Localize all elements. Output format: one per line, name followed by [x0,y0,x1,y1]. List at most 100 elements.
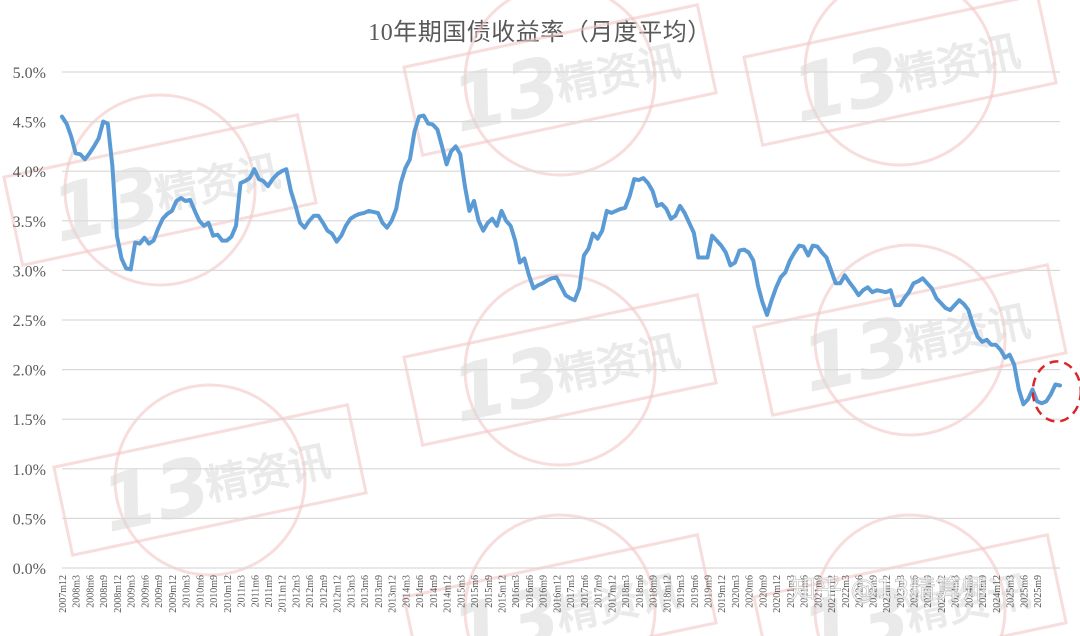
y-tick-label: 5.0% [13,65,46,82]
x-tick-label: 2013m3 [346,575,357,608]
x-tick-label: 2009m3 [127,575,138,608]
x-tick-label: 2016m12 [552,575,563,613]
x-tick-label: 2018m6 [635,575,646,608]
annotation-layer: 知乎 @13精算师 [790,360,1080,605]
y-axis-labels: 0.0% 0.5% 1.0% 1.5% 2.0% 2.5% 3.0% 3.5% 4.0% 4.5%… [13,65,46,578]
y-tick-label: 0.0% [13,561,46,578]
x-tick-label: 2020m6 [745,575,756,608]
x-tick-label: 2016m6 [525,575,536,608]
x-tick-label: 2008m6 [85,575,96,608]
y-tick-label: 1.0% [13,462,46,479]
x-tick-label: 2008m12 [113,575,124,613]
x-tick-label: 2010m9 [209,575,220,608]
x-tick-label: 2015m9 [484,575,495,608]
x-tick-label: 2024m6 [964,575,975,608]
x-tick-label: 2008m3 [72,575,83,608]
svg-text:精资讯: 精资讯 [551,36,684,110]
x-tick-label: 2020m9 [758,575,769,608]
x-tick-label: 2025m9 [1033,575,1044,608]
y-tick-label: 2.0% [13,363,46,380]
x-tick-label: 2022m6 [855,575,866,608]
x-tick-label: 2017m12 [607,575,618,613]
x-tick-label: 2021m12 [827,575,838,613]
svg-text:13: 13 [444,330,569,441]
x-tick-label: 2018m9 [649,575,660,608]
x-tick-label: 2011m12 [278,575,289,612]
x-tick-label: 2016m9 [539,575,550,608]
y-tick-label: 3.5% [13,214,46,231]
x-tick-label: 2008m9 [99,575,110,608]
svg-text:精资讯: 精资讯 [551,326,684,400]
x-tick-label: 2013m9 [374,575,385,608]
svg-text:13: 13 [444,40,569,151]
x-tick-label: 2021m3 [786,575,797,608]
x-tick-label: 2023m9 [923,575,934,608]
x-tick-label: 2022m12 [882,575,893,613]
x-tick-label: 2022m3 [841,575,852,608]
x-tick-label: 2015m12 [497,575,508,613]
yield-line [60,113,1062,407]
x-tick-label: 2013m12 [388,575,399,613]
y-tick-label: 1.5% [13,412,46,429]
x-tick-label: 2014m6 [415,575,426,608]
x-tick-label: 2012m6 [305,575,316,608]
x-tick-label: 2014m9 [429,575,440,608]
x-tick-label: 2019m9 [703,575,714,608]
x-tick-label: 2010m6 [195,575,206,608]
data-series [60,113,1062,407]
x-tick-label: 2024m12 [992,575,1003,613]
x-tick-label: 2009m6 [140,575,151,608]
x-tick-label: 2023m6 [910,575,921,608]
x-tick-label: 2023m3 [896,575,907,608]
x-tick-label: 2009m9 [154,575,165,608]
x-tick-label: 2017m6 [580,575,591,608]
x-tick-label: 2011m6 [250,575,261,607]
x-tick-label: 2012m3 [291,575,302,608]
source-watermark: 知乎 @13精算师 [790,575,987,605]
highlight-circle [1031,360,1080,423]
svg-text:精资讯: 精资讯 [201,436,334,510]
x-tick-label: 2009m12 [168,575,179,613]
gridlines [62,71,1060,569]
x-tick-label: 2010m3 [182,575,193,608]
x-tick-label: 2018m12 [662,575,673,613]
x-tick-label: 2024m3 [951,575,962,608]
chart-title: 10年期国债收益率（月度平均） [368,20,712,46]
y-tick-label: 3.0% [13,263,46,280]
x-axis-labels: 2007m12 2008m3 2008m6 2008m9 2008m12 2009m3 20… [58,575,1044,613]
x-tick-label: 2007m12 [58,575,69,613]
x-tick-label: 2018m3 [621,575,632,608]
y-tick-label: 0.5% [13,511,46,528]
x-tick-label: 2015m6 [470,575,481,608]
x-tick-label: 2023m12 [937,575,948,613]
x-tick-label: 2020m3 [731,575,742,608]
y-tick-label: 4.0% [13,164,46,181]
x-tick-label: 2021m9 [813,575,824,608]
x-tick-label: 2019m3 [676,575,687,608]
x-tick-label: 2013m6 [360,575,371,608]
x-tick-label: 2012m12 [333,575,344,613]
svg-text:精资讯: 精资讯 [891,26,1024,100]
x-tick-label: 2010m12 [223,575,234,613]
x-tick-label: 2011m9 [264,575,275,607]
x-tick-label: 2017m3 [566,575,577,608]
x-tick-label: 2017m9 [594,575,605,608]
x-tick-label: 2024m9 [978,575,989,608]
svg-text:13: 13 [94,440,219,551]
x-tick-label: 2014m3 [401,575,412,608]
y-tick-label: 4.5% [13,115,46,132]
x-tick-label: 2019m6 [690,575,701,608]
x-tick-label: 2025m3 [1006,575,1017,608]
x-tick-label: 2014m12 [443,575,454,613]
x-tick-label: 2020m12 [772,575,783,613]
x-tick-label: 2016m3 [511,575,522,608]
x-tick-label: 2011m3 [237,575,248,607]
x-tick-label: 2012m9 [319,575,330,608]
